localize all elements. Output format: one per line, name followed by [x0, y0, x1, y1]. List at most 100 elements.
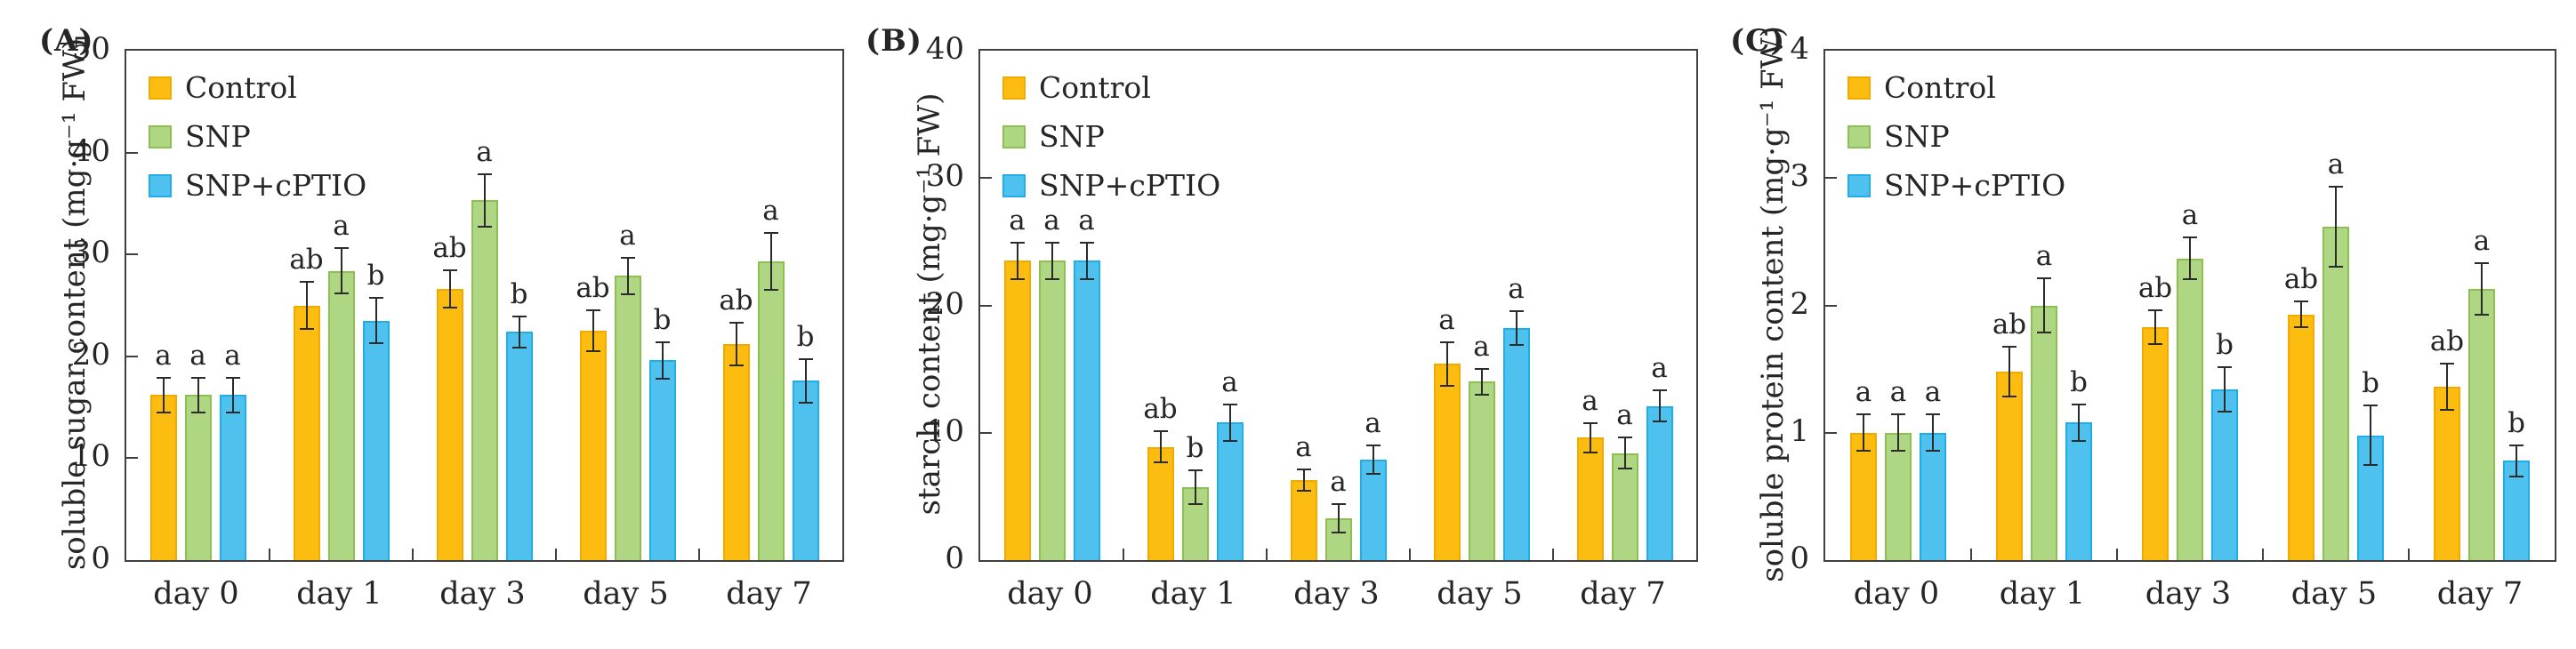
sig-letter: a [189, 339, 206, 372]
error-bar-cap-bottom [1222, 439, 1237, 442]
error-bar-cap-bottom [729, 365, 744, 367]
legend-swatch [149, 76, 172, 100]
y-tick [126, 151, 138, 154]
error-bar-cap-top [729, 321, 744, 324]
x-tick-label: day 7 [1580, 576, 1666, 612]
y-tick-label: 10 [925, 413, 964, 449]
sig-letter: b [2216, 329, 2234, 362]
error-bar-cap-bottom [1010, 277, 1025, 280]
error-bar-cap-top [1509, 310, 1524, 313]
panel-c-plot-area: a a a ab a b ab a b ab a b ab a b Control SNP SNP+cPTIO [1823, 49, 2556, 562]
error-bar [374, 297, 377, 345]
y-tick [1825, 177, 1837, 180]
legend: Control SNP SNP+cPTIO [1002, 63, 1220, 210]
error-bar [483, 172, 486, 228]
x-tick-label: day 5 [2290, 576, 2378, 612]
sig-letter: a [224, 339, 241, 372]
error-bar-cap-bottom [2363, 464, 2378, 466]
x-boundary-tick [269, 549, 270, 560]
error-bar-cap-bottom [763, 289, 778, 292]
error-bar-cap-top [511, 315, 527, 317]
y-tick-label: 30 [71, 235, 110, 271]
x-boundary-tick [2408, 549, 2410, 560]
error-bar-cap-top [1222, 403, 1237, 405]
legend-item: Control [1847, 63, 2065, 112]
error-bar-cap-top [1044, 241, 1059, 244]
sig-letter: a [1924, 376, 1942, 409]
y-tick [980, 177, 992, 180]
error-bar-cap-bottom [1044, 277, 1059, 280]
panel-c-label: (C) [1730, 23, 1786, 59]
error-bar [2335, 185, 2337, 268]
error-bar-cap-bottom [368, 342, 383, 345]
error-bar [1480, 367, 1483, 397]
error-bar-cap-bottom [156, 411, 171, 413]
error-bar [2224, 366, 2226, 413]
bar [648, 360, 676, 560]
sig-letter: b [796, 321, 815, 354]
sig-letter: a [762, 195, 779, 227]
error-bar-cap-top [1617, 437, 1632, 439]
error-bar-cap-top [299, 281, 314, 283]
error-bar-cap-top [1187, 469, 1203, 472]
panel-a-plot-area: a a a ab a b ab a b ab a b ab a b Control SNP SNP+cPTIO [125, 49, 844, 562]
bar [722, 344, 750, 560]
error-bar-cap-bottom [1509, 344, 1524, 347]
legend-label: Control [185, 70, 297, 105]
error-bar-cap-bottom [1153, 461, 1168, 464]
x-tick-label: day 3 [1293, 576, 1380, 612]
error-bar-cap-bottom [1856, 450, 1871, 453]
legend-item: SNP+cPTIO [149, 161, 366, 210]
sig-letter: a [1855, 376, 1872, 409]
panel-a-y-axis-title: soluble sugar content (mg·g⁻¹ FW) [57, 37, 93, 571]
sig-letter: b [510, 277, 528, 310]
sig-letter: a [476, 135, 493, 168]
sig-letter: a [1078, 204, 1095, 236]
x-boundary-tick [1123, 549, 1124, 560]
bar [219, 395, 246, 560]
sig-letter: ab [289, 244, 324, 276]
error-bar [2043, 277, 2045, 334]
legend-label: Control [1039, 70, 1151, 105]
sig-letter: ab [2137, 271, 2173, 304]
bar [436, 289, 463, 560]
y-tick-label: 30 [925, 158, 964, 195]
error-bar [1159, 429, 1162, 464]
sig-letter: ab [1143, 392, 1178, 425]
error-bar-cap-top [2183, 236, 2197, 239]
error-bar-cap-top [2002, 346, 2017, 349]
y-tick-label: 20 [925, 285, 964, 322]
sig-letter: a [1009, 204, 1026, 236]
y-tick-label: 10 [71, 438, 110, 475]
error-bar-cap-bottom [2002, 395, 2017, 397]
error-bar [197, 376, 199, 413]
error-bar [1445, 341, 1448, 388]
legend: Control SNP SNP+cPTIO [1847, 63, 2065, 210]
error-bar [1658, 389, 1661, 423]
x-tick-label: day 0 [1853, 576, 1940, 612]
sig-letter: a [333, 210, 350, 243]
error-bar-cap-top [655, 341, 670, 343]
y-tick-label: 40 [925, 31, 964, 67]
sig-letter: ab [2429, 324, 2465, 357]
sig-letter: a [1473, 330, 1490, 363]
error-bar [1932, 413, 1934, 453]
sig-letter: ab [432, 232, 467, 265]
sig-letter: a [1438, 303, 1455, 336]
error-bar-cap-top [190, 376, 205, 379]
error-bar [1337, 502, 1340, 533]
error-bar [2370, 405, 2371, 466]
error-bar [1372, 444, 1374, 476]
error-bar-cap-top [1926, 413, 1940, 416]
error-bar-cap-top [2440, 362, 2454, 365]
x-tick-label: day 3 [2145, 576, 2232, 612]
bar [1073, 260, 1100, 560]
bar [2065, 422, 2092, 560]
error-bar-cap-bottom [190, 411, 205, 413]
error-bar [1228, 403, 1231, 442]
sig-letter: a [1651, 352, 1668, 385]
error-bar-cap-top [1474, 367, 1489, 370]
bar [792, 381, 819, 560]
